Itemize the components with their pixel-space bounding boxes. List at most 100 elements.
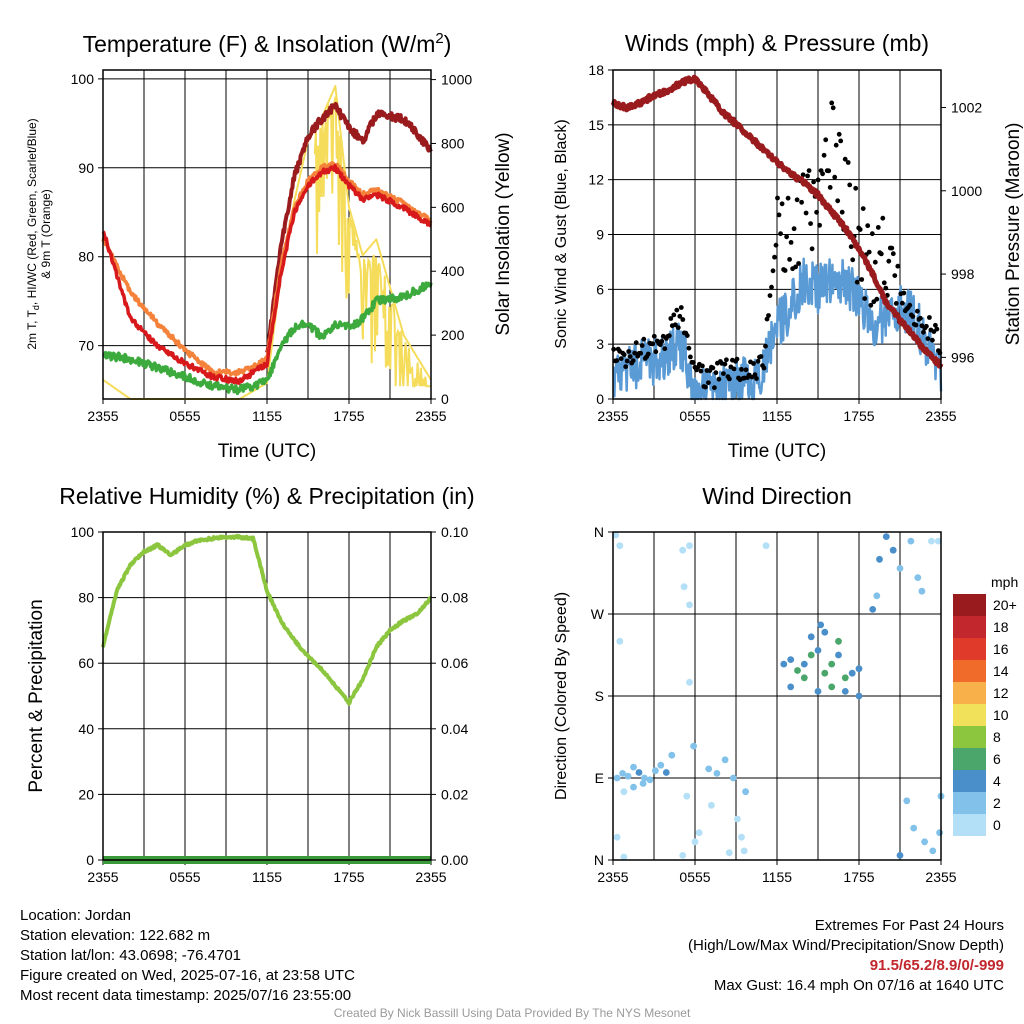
gust-point bbox=[857, 227, 863, 232]
gust-point bbox=[934, 326, 940, 332]
direction-point bbox=[821, 628, 829, 636]
direction-point bbox=[936, 829, 943, 837]
direction-point bbox=[686, 601, 693, 609]
gust-point bbox=[895, 263, 901, 269]
temp-title-text: Temperature (F) & Insolation (W/m bbox=[83, 31, 436, 57]
gust-point bbox=[672, 322, 678, 328]
dir-ytick-label: E bbox=[595, 770, 604, 786]
gust-point bbox=[677, 313, 683, 319]
direction-point bbox=[903, 797, 911, 805]
max-gust-text: Max Gust: 16.4 mph On 07/16 at 1640 UTC bbox=[713, 977, 1004, 994]
gust-point bbox=[907, 302, 913, 308]
dir-ylabel: Direction (Colored By Speed) bbox=[553, 592, 570, 800]
gust-point bbox=[772, 254, 777, 260]
gust-point bbox=[769, 284, 774, 290]
gust-point bbox=[821, 152, 827, 158]
gust-point bbox=[933, 322, 938, 328]
direction-point bbox=[686, 678, 693, 686]
gust-point bbox=[743, 367, 749, 373]
credit-text: Created By Nick Bassill Using Data Provi… bbox=[333, 1006, 691, 1020]
gust-point bbox=[614, 358, 620, 363]
gust-point bbox=[722, 361, 728, 367]
gust-point bbox=[806, 168, 812, 174]
gust-point bbox=[675, 325, 681, 330]
rh-ytick-label: 80 bbox=[78, 590, 94, 606]
speed-legend-title: mph bbox=[991, 574, 1018, 590]
wind-ytick-label: 18 bbox=[588, 62, 604, 78]
gust-point bbox=[799, 199, 804, 205]
direction-point bbox=[921, 838, 928, 846]
speed-legend-label: 0 bbox=[993, 817, 1001, 833]
dir-xtick-label: 2355 bbox=[925, 869, 956, 885]
direction-point bbox=[652, 767, 659, 775]
gust-point bbox=[659, 338, 665, 344]
direction-point bbox=[612, 531, 620, 539]
dir-xtick-label: 1755 bbox=[843, 869, 874, 885]
gust-point bbox=[727, 376, 732, 382]
rh-ytick-label: 40 bbox=[78, 721, 94, 737]
direction-point bbox=[869, 606, 877, 613]
gust-point bbox=[626, 349, 632, 354]
direction-point bbox=[668, 751, 676, 759]
direction-point bbox=[817, 621, 825, 629]
rh-ytick-right-label: 0.08 bbox=[441, 590, 468, 606]
speed-legend-label: 2 bbox=[993, 795, 1001, 811]
direction-point bbox=[814, 647, 822, 654]
gust-point bbox=[710, 365, 716, 371]
gust-point bbox=[779, 201, 785, 207]
gust-point bbox=[860, 206, 866, 212]
gust-point bbox=[688, 354, 693, 360]
speed-legend-swatch bbox=[953, 814, 986, 836]
wind-title: Winds (mph) & Pressure (mb) bbox=[625, 30, 929, 56]
direction-point bbox=[734, 815, 741, 823]
direction-point bbox=[691, 838, 699, 846]
gust-point bbox=[886, 258, 892, 264]
gust-point bbox=[653, 349, 659, 355]
gust-point bbox=[890, 251, 896, 257]
temp-plot: 2355 0555 1155 1755 235570809010002004006008… bbox=[25, 30, 514, 462]
gust-point bbox=[803, 210, 809, 216]
gust-point bbox=[638, 350, 644, 356]
gust-point bbox=[921, 329, 926, 335]
speed-legend-swatch bbox=[953, 682, 986, 704]
gust-point bbox=[881, 280, 887, 286]
heat-index-line bbox=[265, 101, 433, 354]
gust-point bbox=[739, 367, 744, 372]
gust-point bbox=[775, 195, 780, 201]
gust-point bbox=[913, 322, 919, 328]
gust-point bbox=[833, 142, 839, 148]
gust-point bbox=[678, 305, 684, 310]
wind-ytick-label: 3 bbox=[596, 336, 604, 352]
gust-point bbox=[829, 100, 835, 106]
gust-point bbox=[758, 354, 764, 359]
speed-legend-label: 6 bbox=[993, 751, 1001, 767]
rh-plot: 2355 0555 1155 1755 23550204060801000.000.02… bbox=[26, 483, 475, 885]
gust-point bbox=[878, 251, 884, 257]
gust-point bbox=[671, 312, 677, 318]
extremes-info: Extremes For Past 24 Hours (High/Low/Max… bbox=[688, 916, 1004, 996]
direction-point bbox=[624, 772, 632, 780]
insolation-spikes bbox=[313, 96, 431, 388]
gust-point bbox=[639, 343, 645, 348]
gust-point bbox=[773, 242, 779, 248]
direction-point bbox=[787, 656, 795, 663]
temp-title-close: ) bbox=[444, 31, 452, 57]
gust-point bbox=[650, 341, 656, 347]
direction-point bbox=[695, 829, 703, 837]
temp-ytick-right-label: 800 bbox=[441, 135, 465, 151]
gust-point bbox=[872, 259, 878, 265]
wind-ytick-right-label: 1000 bbox=[951, 183, 982, 199]
temp-ytick-right-label: 400 bbox=[441, 263, 465, 279]
rh-title: Relative Humidity (%) & Precipitation (i… bbox=[59, 483, 474, 509]
temp-ytick-right-label: 1000 bbox=[441, 72, 472, 88]
temp-ytick-label: 90 bbox=[78, 160, 94, 176]
direction-point bbox=[616, 637, 624, 645]
speed-legend-swatch bbox=[953, 748, 986, 770]
temp-title: Temperature (F) & Insolation (W/m2) bbox=[83, 30, 452, 57]
direction-point bbox=[780, 660, 788, 668]
speed-legend-label: 16 bbox=[993, 641, 1009, 657]
gust-point bbox=[848, 244, 854, 250]
gust-point bbox=[901, 290, 907, 296]
gust-point bbox=[668, 316, 674, 321]
gust-point bbox=[866, 249, 872, 255]
